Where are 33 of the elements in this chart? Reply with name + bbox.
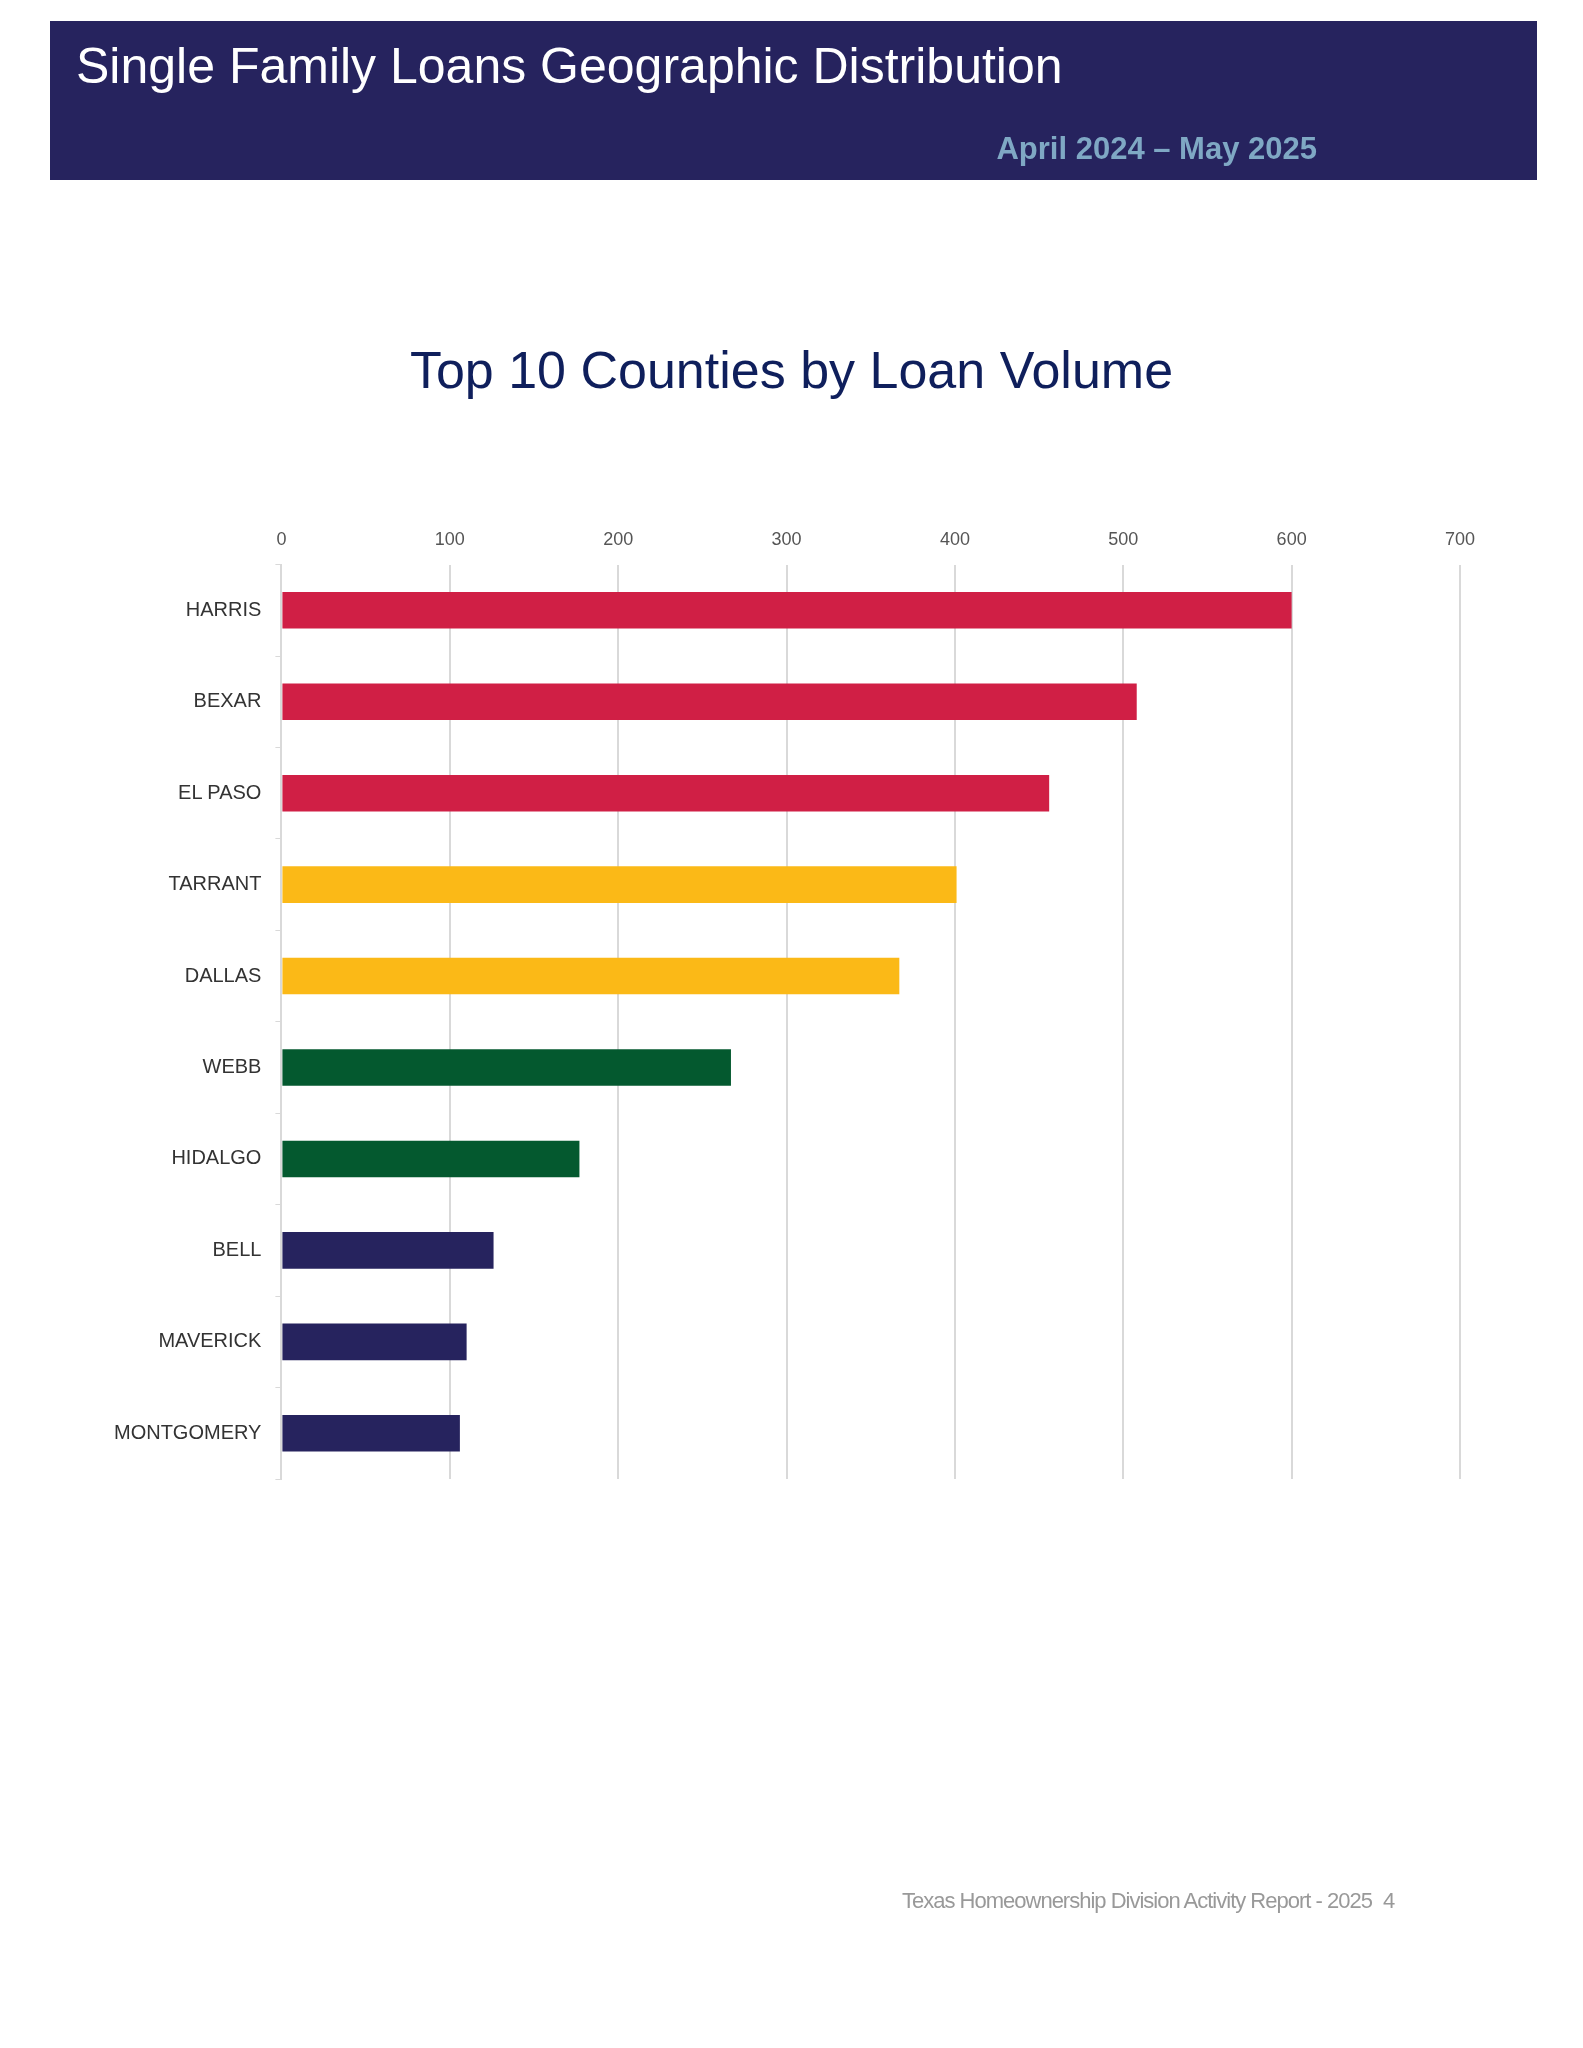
y-tick-label: DALLAS <box>184 963 262 986</box>
x-tick-label: 600 <box>1276 528 1307 549</box>
y-tick-label: HIDALGO <box>171 1146 262 1169</box>
x-tick-label: 500 <box>1108 528 1139 549</box>
text: Texas Homeownership Division Activity Report - 2025 <box>902 1888 1372 1914</box>
bar <box>282 957 900 995</box>
y-tick-label: MAVERICK <box>158 1329 263 1352</box>
bar <box>282 866 957 903</box>
y-tick-label: TARRANT <box>168 872 262 895</box>
y-tick-label: WEBB <box>202 1055 262 1078</box>
bar <box>282 592 1292 629</box>
y-tick-label: EL PASO <box>178 780 262 803</box>
y-tick-label: BEXAR <box>193 689 262 712</box>
x-tick-label: 700 <box>1444 528 1476 549</box>
x-tick-label: 200 <box>603 528 634 549</box>
bar <box>282 1323 467 1361</box>
y-tick-label: MONTGOMERY <box>113 1420 262 1443</box>
bar <box>282 1140 580 1178</box>
x-tick-label: 0 <box>276 528 287 549</box>
bar <box>282 1232 494 1269</box>
chart-title: Top 10 Counties by Loan Volume <box>408 340 1175 400</box>
x-tick-label: 400 <box>939 528 970 549</box>
text: 4 <box>1383 1888 1396 1914</box>
bar <box>282 774 1050 812</box>
bar <box>282 1049 731 1086</box>
text: Single Family Loans Geographic Distribution <box>76 37 1063 95</box>
text: April 2024 – May 2025 <box>996 131 1317 167</box>
bar <box>282 1414 460 1452</box>
y-tick-label: BELL <box>212 1237 262 1260</box>
bar <box>282 683 1137 721</box>
x-tick-label: 300 <box>771 528 802 549</box>
y-tick-label: HARRIS <box>185 597 262 620</box>
x-tick-label: 100 <box>434 528 465 549</box>
